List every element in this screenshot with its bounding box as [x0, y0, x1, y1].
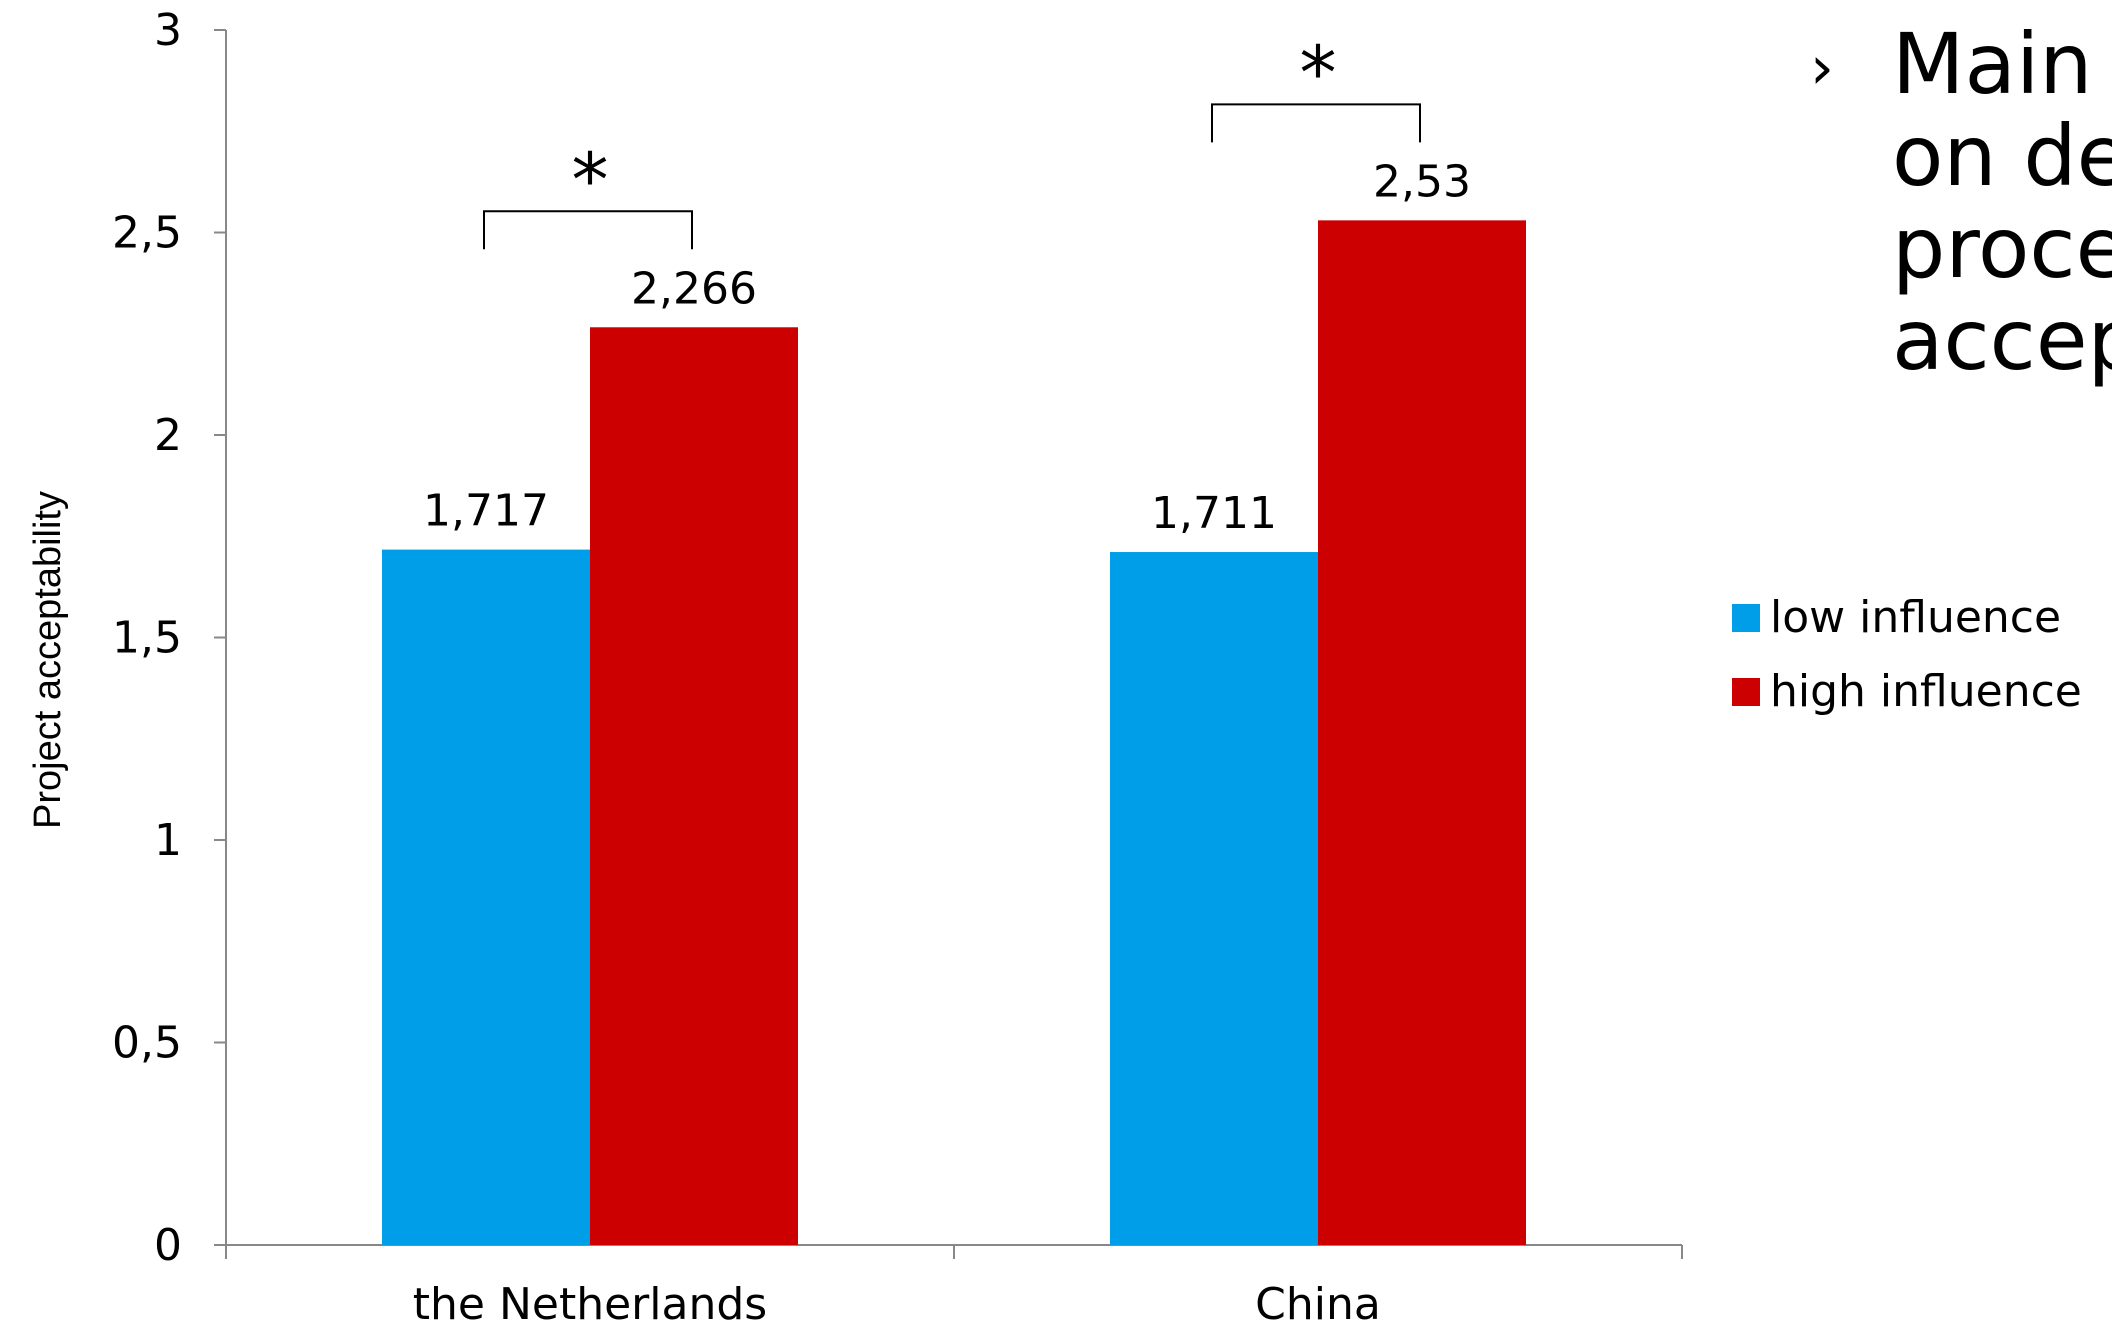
legend-swatch: [1732, 604, 1760, 632]
bar: [1318, 220, 1526, 1246]
legend-label: low influence: [1770, 592, 2061, 643]
y-tick-label: 3: [154, 5, 182, 56]
bullet-marker: ›: [1810, 33, 1834, 103]
bullet-line: Main: [1892, 15, 2093, 113]
legend: low influence high influence: [1732, 592, 2082, 717]
data-label: 1,717: [423, 486, 549, 537]
significance-star: *: [1300, 30, 1337, 116]
significance-bracket: [483, 210, 693, 250]
bullet-line: on de: [1892, 107, 2112, 205]
data-labels: 1,717 2,266 1,711 2,53: [423, 156, 1471, 539]
y-axis-title: Project acceptability: [27, 491, 69, 829]
y-tick-label: 1,5: [112, 613, 182, 664]
bullet-line: accep: [1892, 291, 2112, 389]
bullet-line: proce: [1892, 199, 2112, 297]
data-label: 2,266: [631, 263, 757, 314]
legend-label: high influence: [1770, 666, 2082, 717]
x-category-label: the Netherlands: [413, 1279, 767, 1330]
data-label: 1,711: [1151, 488, 1277, 539]
y-tick-label: 0: [154, 1220, 182, 1271]
legend-swatch: [1732, 678, 1760, 706]
bar: [590, 327, 798, 1245]
significance-star: *: [572, 137, 609, 223]
y-tick-label: 2: [154, 410, 182, 461]
significance-markers: **: [483, 30, 1421, 250]
y-tick-label: 0,5: [112, 1018, 182, 1069]
data-label: 2,53: [1373, 156, 1471, 207]
bar: [1110, 552, 1318, 1245]
y-tick-label: 1: [154, 815, 182, 866]
y-tick-label: 2,5: [112, 208, 182, 259]
bar: [382, 549, 590, 1245]
significance-bracket: [1211, 103, 1421, 143]
x-category-label: China: [1255, 1279, 1381, 1330]
bars: [382, 220, 1526, 1246]
